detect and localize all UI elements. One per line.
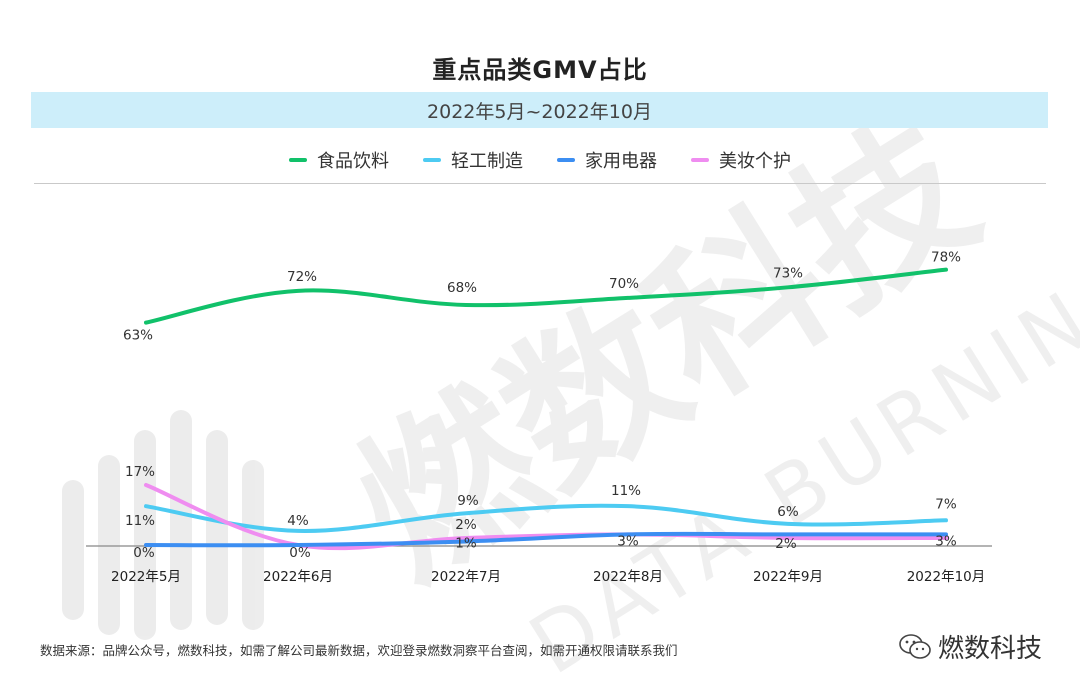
data-label: 11% (125, 513, 155, 529)
legend-item: 轻工制造 (423, 147, 523, 173)
data-label: 72% (287, 269, 317, 285)
x-tick-label: 2022年8月 (593, 569, 663, 585)
data-label: 78% (931, 250, 961, 266)
legend-label: 轻工制造 (451, 151, 523, 172)
x-tick-label: 2022年6月 (263, 569, 333, 585)
legend-item: 家用电器 (557, 147, 657, 173)
data-label: 7% (935, 496, 957, 512)
data-label: 2% (775, 536, 797, 552)
legend-swatch (691, 158, 709, 162)
legend-divider (34, 183, 1046, 184)
legend-label: 美妆个护 (719, 151, 791, 172)
data-label: 1% (455, 535, 477, 551)
data-label: 68% (447, 280, 477, 296)
legend-swatch (289, 158, 307, 162)
data-label: 0% (289, 545, 311, 561)
series-line-1 (144, 503, 948, 533)
chart-legend: 食品饮料 轻工制造 家用电器 美妆个护 (0, 148, 1080, 172)
x-tick-label: 2022年5月 (111, 569, 181, 585)
data-label: 63% (123, 328, 153, 344)
x-tick-label: 2022年10月 (907, 569, 986, 585)
legend-label: 家用电器 (585, 151, 657, 172)
legend-swatch (557, 158, 575, 162)
legend-swatch (423, 158, 441, 162)
x-tick-label: 2022年7月 (431, 569, 501, 585)
data-label: 9% (457, 493, 479, 509)
series-line-2 (144, 531, 948, 548)
legend-item: 美妆个护 (691, 147, 791, 173)
data-label: 3% (617, 533, 639, 549)
legend-item: 食品饮料 (289, 147, 389, 173)
data-label: 0% (133, 545, 155, 561)
data-label: 6% (777, 504, 799, 520)
footer-logo-text: 燃数科技 (938, 634, 1043, 664)
subtitle: 2022年5月~2022年10月 (427, 100, 652, 123)
data-label: 70% (609, 276, 639, 292)
footer-source: 数据来源：品牌公众号，燃数科技，如需了解公司最新数据，欢迎登录燃数洞察平台查阅，… (40, 643, 678, 658)
data-label: 17% (125, 464, 155, 480)
data-label: 3% (935, 533, 957, 549)
legend-label: 食品饮料 (317, 151, 389, 172)
data-label: 11% (611, 483, 641, 499)
subtitle-bar: 2022年5月~2022年10月 (31, 92, 1048, 128)
data-label: 2% (455, 517, 477, 533)
data-label: 73% (773, 265, 803, 281)
series-line-3 (144, 482, 948, 551)
x-tick-label: 2022年9月 (753, 569, 823, 585)
series-line-0 (144, 267, 948, 325)
data-label: 4% (287, 513, 309, 529)
page-title: 重点品类GMV占比 (432, 56, 648, 84)
wechat-icon (899, 633, 931, 659)
footer-logo: 燃数科技 (898, 628, 1042, 665)
